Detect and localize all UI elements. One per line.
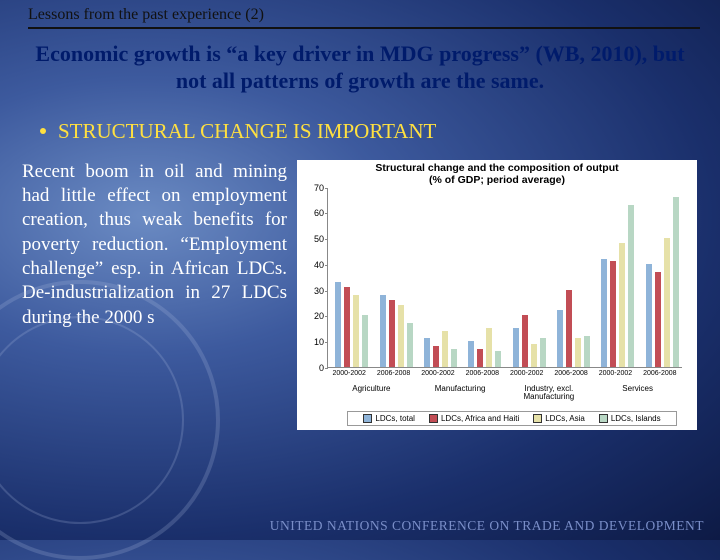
bar — [610, 261, 616, 366]
chart: Structural change and the composition of… — [297, 160, 697, 430]
bar — [389, 300, 395, 367]
x-period-label: 2006-2008 — [638, 370, 682, 377]
ytick-label: 20 — [304, 311, 324, 321]
bar-group — [468, 328, 501, 367]
footer-text: UNITED NATIONS CONFERENCE ON TRADE AND D… — [270, 518, 704, 534]
bar — [601, 259, 607, 367]
ytick-mark — [325, 316, 328, 317]
legend-item: LDCs, Islands — [599, 414, 661, 423]
ytick-mark — [325, 188, 328, 189]
chart-title-line2: (% of GDP; period average) — [429, 174, 565, 186]
bar-group — [335, 282, 368, 367]
x-category-label: Services — [595, 385, 681, 393]
bar — [335, 282, 341, 367]
x-period-label: 2000-2002 — [505, 370, 549, 377]
bar — [451, 349, 457, 367]
bar-group — [424, 331, 457, 367]
legend-swatch — [429, 414, 438, 423]
bar — [628, 205, 634, 367]
x-category-label: Industry, excl. Manufacturing — [506, 385, 592, 402]
bar — [522, 315, 528, 366]
bar — [407, 323, 413, 367]
bar — [362, 315, 368, 366]
bar-group — [380, 295, 413, 367]
bar-group — [601, 205, 634, 367]
ytick-mark — [325, 291, 328, 292]
legend-label: LDCs, total — [375, 414, 415, 423]
bar — [398, 305, 404, 367]
bar — [619, 243, 625, 366]
x-period-label: 2000-2002 — [327, 370, 371, 377]
subtitle: Economic growth is “a key driver in MDG … — [0, 29, 720, 101]
bar — [344, 287, 350, 367]
ytick-mark — [325, 368, 328, 369]
legend-item: LDCs, total — [363, 414, 415, 423]
x-period-label: 2006-2008 — [372, 370, 416, 377]
chart-title: Structural change and the composition of… — [297, 160, 697, 186]
bar — [513, 328, 519, 367]
x-period-label: 2000-2002 — [593, 370, 637, 377]
bar — [557, 310, 563, 367]
bar — [531, 344, 537, 367]
legend-swatch — [363, 414, 372, 423]
bar-group — [646, 197, 679, 367]
ytick-mark — [325, 342, 328, 343]
ytick-label: 40 — [304, 260, 324, 270]
bar-group — [513, 315, 546, 366]
bullet-text: STRUCTURAL CHANGE IS IMPORTANT — [58, 119, 436, 144]
ytick-mark — [325, 239, 328, 240]
bar — [442, 331, 448, 367]
ytick-label: 10 — [304, 337, 324, 347]
x-period-label: 2000-2002 — [416, 370, 460, 377]
legend-item: LDCs, Africa and Haiti — [429, 414, 519, 423]
x-category-label: Manufacturing — [417, 385, 503, 393]
bar — [353, 295, 359, 367]
header-title: Lessons from the past experience (2) — [28, 6, 700, 26]
bar — [380, 295, 386, 367]
ytick-mark — [325, 213, 328, 214]
legend-label: LDCs, Africa and Haiti — [441, 414, 519, 423]
bar-group — [557, 290, 590, 367]
x-period-label: 2006-2008 — [549, 370, 593, 377]
legend-swatch — [533, 414, 542, 423]
bar — [477, 349, 483, 367]
bar — [646, 264, 652, 367]
ytick-label: 0 — [304, 363, 324, 373]
legend-label: LDCs, Asia — [545, 414, 585, 423]
chart-title-line1: Structural change and the composition of… — [375, 162, 618, 174]
ytick-mark — [325, 265, 328, 266]
bar — [584, 336, 590, 367]
bar — [540, 338, 546, 366]
bar — [424, 338, 430, 366]
chart-legend: LDCs, total LDCs, Africa and Haiti LDCs, A… — [347, 411, 677, 426]
bar — [575, 338, 581, 366]
bar — [486, 328, 492, 367]
legend-item: LDCs, Asia — [533, 414, 585, 423]
chart-plot-area: 010203040506070 — [327, 188, 682, 368]
x-category-label: Agriculture — [328, 385, 414, 393]
ytick-label: 60 — [304, 208, 324, 218]
ytick-label: 30 — [304, 286, 324, 296]
bar — [433, 346, 439, 367]
bar — [655, 272, 661, 367]
bar — [495, 351, 501, 366]
legend-label: LDCs, Islands — [611, 414, 661, 423]
x-period-label: 2006-2008 — [460, 370, 504, 377]
bar — [566, 290, 572, 367]
bar — [673, 197, 679, 367]
bar — [664, 238, 670, 367]
bullet-icon — [40, 128, 46, 134]
bullet-row: STRUCTURAL CHANGE IS IMPORTANT — [0, 101, 720, 154]
slide-header: Lessons from the past experience (2) — [0, 0, 720, 29]
legend-swatch — [599, 414, 608, 423]
ytick-label: 50 — [304, 234, 324, 244]
ytick-label: 70 — [304, 183, 324, 193]
bar — [468, 341, 474, 367]
